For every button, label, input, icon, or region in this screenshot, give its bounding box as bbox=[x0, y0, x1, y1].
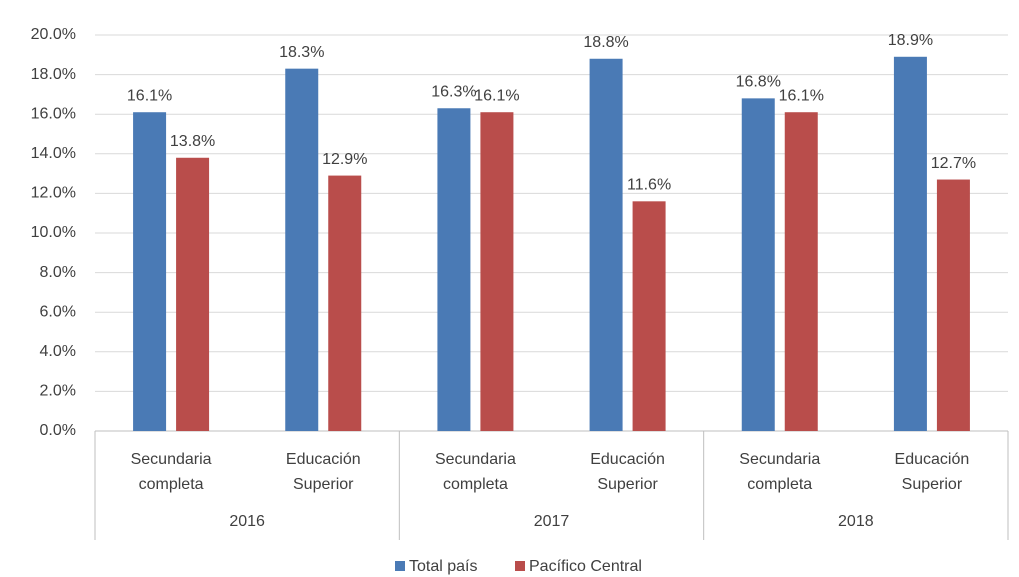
data-label: 16.8% bbox=[736, 74, 781, 91]
group-label: 2016 bbox=[229, 513, 265, 530]
group-label: 2017 bbox=[534, 513, 570, 530]
data-label: 11.6% bbox=[627, 177, 671, 194]
y-tick-label: 10.0% bbox=[31, 224, 76, 241]
data-label: 13.8% bbox=[170, 133, 215, 150]
data-label: 18.9% bbox=[888, 32, 933, 49]
data-label: 12.9% bbox=[322, 151, 367, 168]
data-label: 16.3% bbox=[431, 83, 476, 100]
bar bbox=[589, 58, 623, 431]
legend-label: Pacífico Central bbox=[529, 558, 642, 575]
y-tick-label: 16.0% bbox=[31, 105, 76, 122]
y-tick-label: 2.0% bbox=[40, 383, 76, 400]
data-label: 18.8% bbox=[583, 34, 628, 51]
y-tick-label: 20.0% bbox=[31, 26, 76, 43]
data-label: 16.1% bbox=[127, 87, 172, 104]
y-tick-label: 18.0% bbox=[31, 66, 76, 83]
bar bbox=[437, 108, 471, 431]
data-label: 16.1% bbox=[474, 87, 519, 104]
x-tick-label: Secundaria completa bbox=[435, 451, 516, 493]
bar bbox=[285, 68, 319, 431]
bar bbox=[480, 112, 514, 431]
group-label: 2018 bbox=[838, 513, 874, 530]
y-tick-label: 0.0% bbox=[40, 422, 76, 439]
x-tick-label: Secundaria completa bbox=[739, 451, 820, 493]
x-tick-label: Secundaria completa bbox=[131, 451, 212, 493]
y-tick-label: 12.0% bbox=[31, 185, 76, 202]
x-tick-label: Educación Superior bbox=[590, 451, 665, 493]
bar bbox=[328, 175, 362, 431]
bar bbox=[893, 56, 927, 431]
bar bbox=[741, 98, 775, 432]
y-tick-label: 8.0% bbox=[40, 264, 76, 281]
bar bbox=[176, 157, 210, 431]
data-label: 12.7% bbox=[931, 155, 976, 172]
x-tick-label: Educación Superior bbox=[895, 451, 970, 493]
bar bbox=[632, 201, 666, 431]
data-label: 16.1% bbox=[779, 87, 824, 104]
data-label: 18.3% bbox=[279, 44, 324, 61]
legend-swatch bbox=[515, 561, 525, 571]
bar bbox=[784, 112, 818, 431]
bar bbox=[936, 179, 970, 431]
y-tick-label: 6.0% bbox=[40, 303, 76, 320]
x-tick-label: Educación Superior bbox=[286, 451, 361, 493]
legend-swatch bbox=[395, 561, 405, 571]
y-tick-label: 14.0% bbox=[31, 145, 76, 162]
y-tick-label: 4.0% bbox=[40, 343, 76, 360]
bar bbox=[133, 112, 167, 431]
legend-label: Total país bbox=[409, 558, 477, 575]
